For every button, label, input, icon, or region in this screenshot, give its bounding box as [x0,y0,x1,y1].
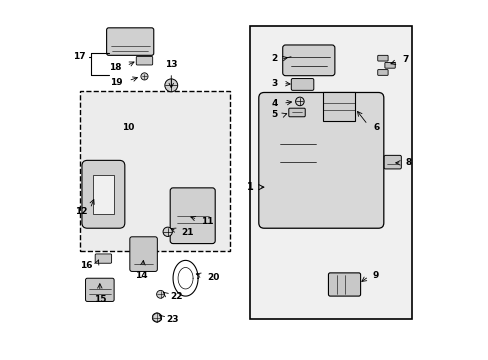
FancyBboxPatch shape [136,57,152,65]
Text: 22: 22 [170,292,183,301]
FancyBboxPatch shape [282,45,334,76]
Text: 9: 9 [372,271,378,280]
Text: 11: 11 [201,217,213,226]
FancyBboxPatch shape [170,188,215,244]
Circle shape [141,73,148,80]
Text: 13: 13 [164,59,177,68]
Text: 2: 2 [271,54,277,63]
FancyBboxPatch shape [384,63,394,68]
FancyBboxPatch shape [95,254,111,263]
FancyBboxPatch shape [328,273,360,296]
Text: 16: 16 [80,261,93,270]
Bar [249,26,411,319]
Text: 3: 3 [271,79,277,88]
Circle shape [164,79,177,92]
Bar [93,175,114,214]
Text: 12: 12 [75,207,87,216]
Text: 15: 15 [93,295,106,304]
Text: 1: 1 [246,182,253,192]
FancyBboxPatch shape [377,69,387,75]
Text: 6: 6 [372,123,379,132]
Text: 21: 21 [181,228,193,237]
Circle shape [156,291,164,298]
Bar [80,91,230,251]
Text: 7: 7 [402,55,408,64]
Text: 23: 23 [166,315,179,324]
Text: 20: 20 [206,273,219,282]
FancyBboxPatch shape [384,156,401,169]
Text: 18: 18 [108,63,121,72]
Text: 14: 14 [134,271,147,280]
FancyBboxPatch shape [377,55,387,61]
Text: 8: 8 [405,158,411,167]
Text: 17: 17 [73,52,86,61]
Circle shape [295,97,304,106]
Bar [323,93,354,121]
Text: 19: 19 [110,78,123,87]
Text: 5: 5 [271,111,277,120]
Text: 10: 10 [122,123,134,132]
FancyBboxPatch shape [291,78,313,90]
FancyBboxPatch shape [130,237,157,271]
FancyBboxPatch shape [82,160,124,228]
FancyBboxPatch shape [258,93,383,228]
Text: 4: 4 [271,99,277,108]
Circle shape [163,227,172,237]
FancyBboxPatch shape [106,28,153,55]
FancyBboxPatch shape [85,278,114,301]
FancyBboxPatch shape [288,108,305,117]
Circle shape [152,313,162,322]
